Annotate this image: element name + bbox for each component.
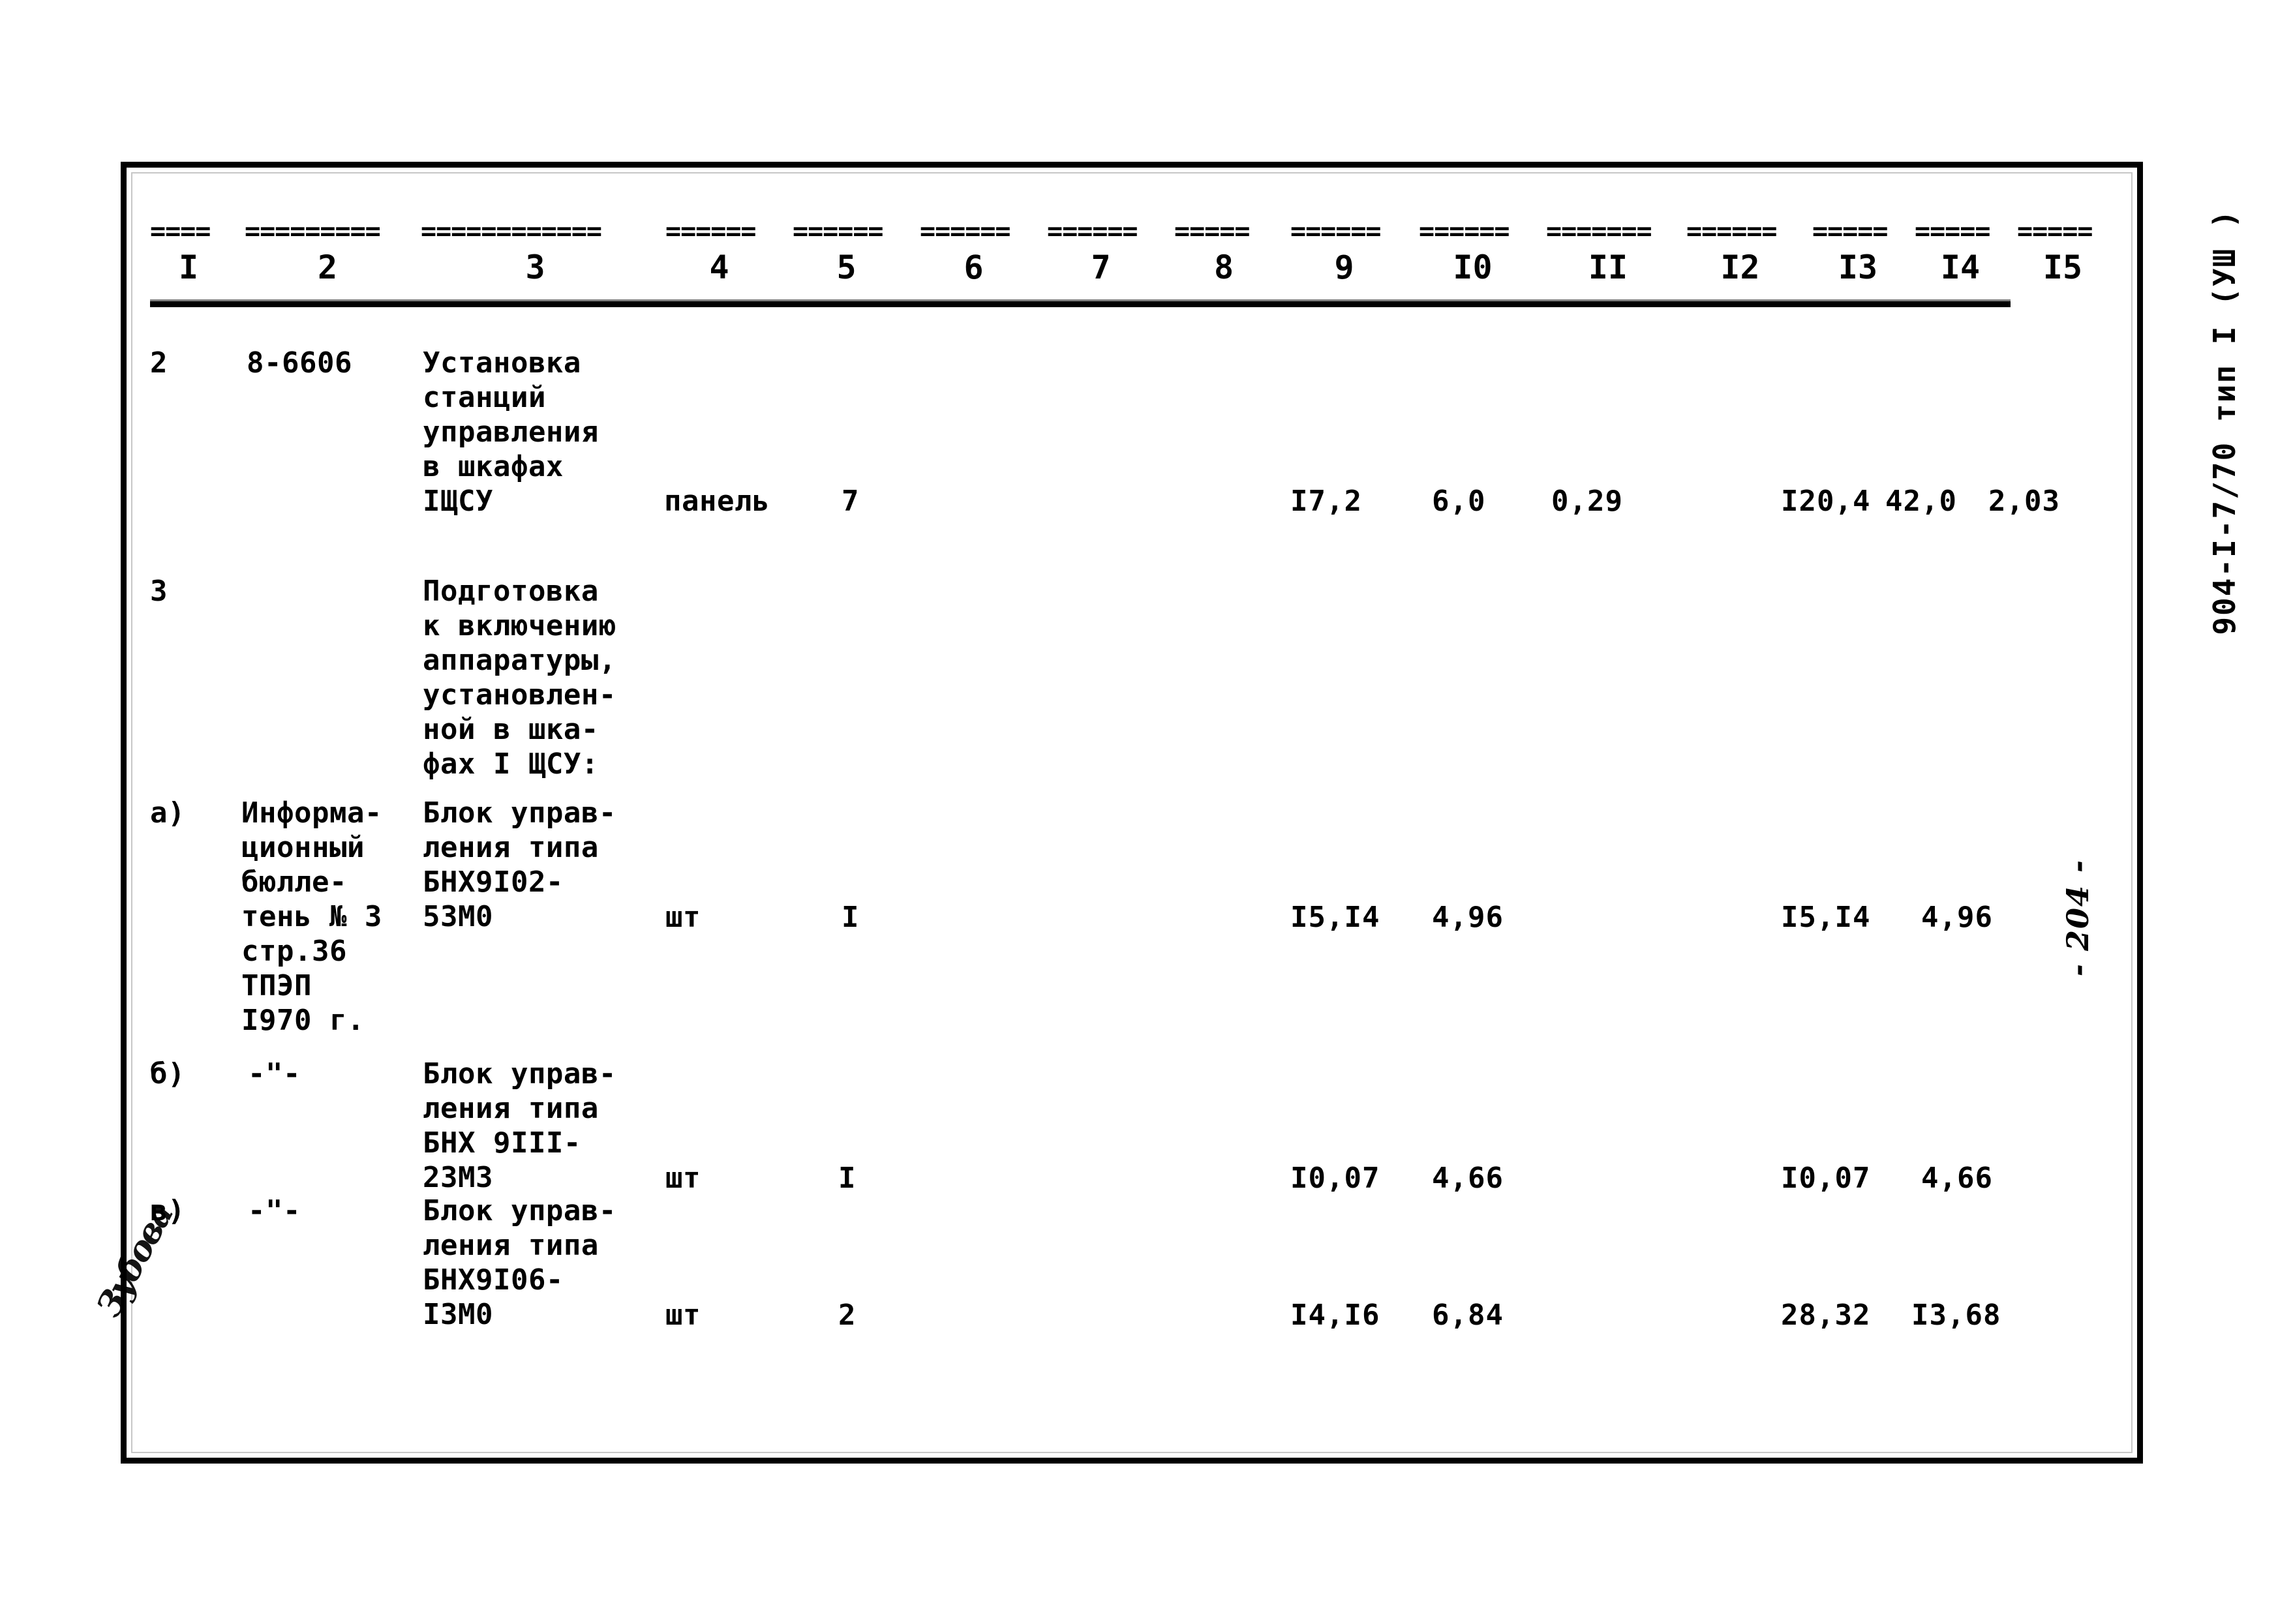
row1-col1-position: 2 bbox=[150, 346, 168, 380]
row5-col13-value: 28,32 bbox=[1781, 1299, 1871, 1332]
column-number-8: 8 bbox=[1213, 248, 1234, 286]
row2-col1-position: 3 bbox=[150, 575, 168, 608]
dash-segment-15: ===== bbox=[2017, 222, 2093, 244]
column-number-9: 9 bbox=[1334, 248, 1354, 286]
column-number-15: I5 bbox=[2042, 248, 2083, 286]
row3-col14-value: 4,96 bbox=[1921, 901, 1993, 934]
row5-col4-unit: шт bbox=[665, 1299, 701, 1332]
row3-col1-position: а) bbox=[150, 796, 185, 830]
dash-segment-5: ====== bbox=[793, 222, 884, 244]
dash-segment-9: ====== bbox=[1290, 222, 1382, 244]
row5-col1-position: в) bbox=[150, 1194, 185, 1227]
dash-segment-13: ===== bbox=[1812, 222, 1888, 244]
row1-col14-value: 42,0 bbox=[1885, 485, 1957, 518]
row1-col2-code: 8-6606 bbox=[247, 346, 352, 380]
row5-col3-description: Блок управ- ления типа БНХ9I06- I3М0 bbox=[423, 1194, 616, 1331]
dash-segment-12: ====== bbox=[1686, 222, 1778, 244]
row3-col10-value: 4,96 bbox=[1432, 901, 1504, 934]
row2-col3-description: Подготовка к включению аппаратуры, устан… bbox=[423, 575, 616, 781]
column-number-5: 5 bbox=[836, 248, 857, 286]
column-number-10: I0 bbox=[1453, 248, 1493, 286]
row1-col10-value: 6,0 bbox=[1432, 485, 1486, 518]
row3-col4-unit: шт bbox=[665, 901, 701, 934]
row4-col9-value: I0,07 bbox=[1290, 1162, 1380, 1195]
row4-col10-value: 4,66 bbox=[1432, 1162, 1504, 1195]
estimate-table: ==== ========= ============ ====== =====… bbox=[150, 196, 2093, 1435]
dash-segment-10: ====== bbox=[1419, 222, 1510, 244]
row5-col10-value: 6,84 bbox=[1432, 1299, 1504, 1332]
row4-col3-description: Блок управ- ления типа БНХ 9III- 23М3 bbox=[423, 1057, 616, 1194]
row4-col1-position: б) bbox=[150, 1057, 185, 1090]
column-number-4: 4 bbox=[709, 248, 729, 286]
row1-col15-value: 2,03 bbox=[1988, 485, 2060, 518]
column-number-2: 2 bbox=[317, 248, 338, 286]
column-number-12: I2 bbox=[1720, 248, 1760, 286]
row1-col3-description: Установка станций управления в шкафах IЩ… bbox=[423, 346, 599, 518]
column-number-6: 6 bbox=[964, 248, 984, 286]
row5-col5-quantity: 2 bbox=[838, 1299, 856, 1332]
dash-segment-4: ====== bbox=[665, 222, 757, 244]
dash-segment-6: ====== bbox=[920, 222, 1011, 244]
row5-col14-value: I3,68 bbox=[1911, 1299, 2001, 1332]
page-number: - 204 - bbox=[2060, 858, 2095, 977]
row4-col14-value: 4,66 bbox=[1921, 1162, 1993, 1195]
row1-col9-value: I7,2 bbox=[1290, 485, 1362, 518]
row4-col2-source: -"- bbox=[248, 1057, 301, 1090]
row1-col13-value: I20,4 bbox=[1781, 485, 1871, 518]
page-frame-border bbox=[121, 162, 2143, 1464]
table-header-rule bbox=[150, 299, 2011, 307]
dash-segment-8: ===== bbox=[1174, 222, 1250, 244]
row5-col9-value: I4,I6 bbox=[1290, 1299, 1380, 1332]
dash-segment-2: ========= bbox=[245, 222, 381, 244]
column-number-1: I bbox=[178, 248, 199, 286]
row1-col5-quantity: 7 bbox=[842, 485, 859, 518]
dash-segment-7: ====== bbox=[1047, 222, 1138, 244]
row3-col3-description: Блок управ- ления типа БНХ9I02- 53М0 bbox=[423, 796, 616, 933]
row4-col5-quantity: I bbox=[838, 1162, 856, 1195]
row4-col13-value: I0,07 bbox=[1781, 1162, 1871, 1195]
table-column-numbers: I 2 3 4 5 6 7 8 9 I0 II I2 I3 I4 I5 bbox=[150, 248, 2082, 290]
row3-col13-value: I5,I4 bbox=[1781, 901, 1871, 934]
row3-col9-value: I5,I4 bbox=[1290, 901, 1380, 934]
column-number-3: 3 bbox=[525, 248, 545, 286]
column-number-7: 7 bbox=[1091, 248, 1111, 286]
row3-col2-source: Информа- ционный бюлле- тень № 3 стр.36 … bbox=[241, 796, 382, 1037]
row1-col4-unit: панель bbox=[664, 485, 770, 518]
dash-segment-1: ==== bbox=[150, 222, 211, 244]
row1-col11-value: 0,29 bbox=[1551, 485, 1623, 518]
document-code-stamp: 904-I-7/70 тип I (УШ ) bbox=[2207, 209, 2242, 635]
dash-segment-3: ============ bbox=[421, 222, 602, 244]
table-dashed-rule: ==== ========= ============ ====== =====… bbox=[150, 222, 2093, 248]
row4-col4-unit: шт bbox=[665, 1162, 701, 1195]
row3-col5-quantity: I bbox=[842, 901, 859, 934]
column-number-11: II bbox=[1588, 248, 1628, 286]
column-number-13: I3 bbox=[1838, 248, 1878, 286]
column-number-14: I4 bbox=[1940, 248, 1981, 286]
dash-segment-11: ======= bbox=[1546, 222, 1652, 244]
row5-col2-source: -"- bbox=[248, 1194, 301, 1227]
dash-segment-14: ===== bbox=[1915, 222, 1990, 244]
